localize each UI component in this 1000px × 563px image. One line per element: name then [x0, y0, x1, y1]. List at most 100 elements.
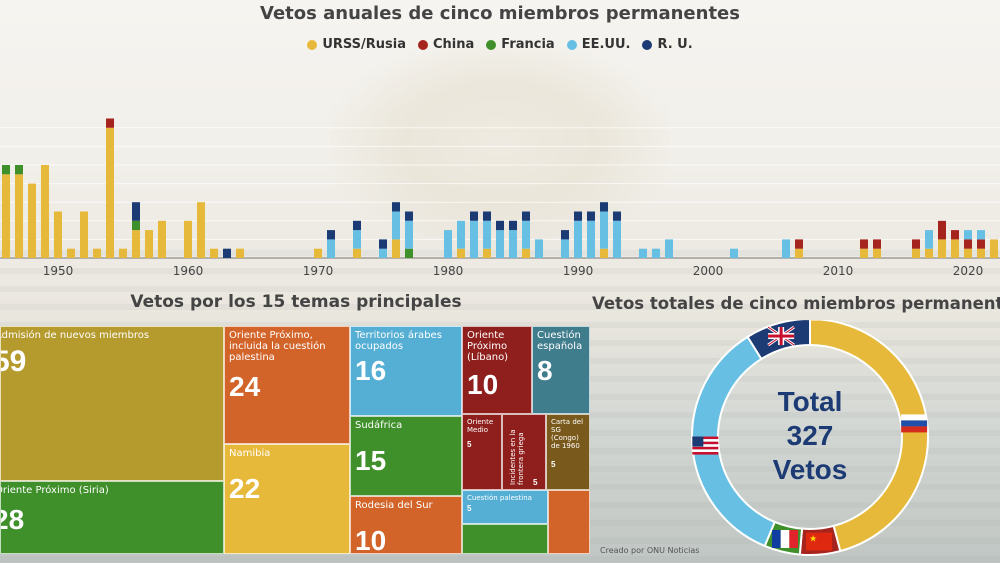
x-tick-label: 1980	[433, 264, 464, 278]
bar-segment	[873, 248, 881, 258]
bar-segment	[522, 248, 530, 258]
bar-segment	[587, 211, 595, 221]
bar-segment	[483, 211, 491, 221]
legend-item: Francia	[486, 37, 555, 52]
treemap-value: 5	[551, 460, 556, 469]
treemap-label: Oriente Próximo, incluida la cuestión pa…	[229, 330, 326, 363]
bar-segment	[379, 248, 387, 258]
legend-swatch	[307, 39, 318, 50]
bar-segment	[860, 239, 868, 249]
treemap-cell: Namibia 22	[224, 444, 350, 554]
treemap-cell: Admisión de nuevos miembros 59	[0, 326, 224, 481]
bar-segment	[483, 220, 491, 249]
bar-segment	[496, 230, 504, 258]
bar-segment	[977, 230, 985, 240]
bar-segment	[2, 174, 10, 258]
bar-segment	[145, 230, 153, 258]
bar-segment	[873, 239, 881, 249]
bar-segment	[93, 248, 101, 258]
bar-segment	[158, 220, 166, 258]
credit-text: Creado por ONU Noticias	[600, 546, 700, 555]
bar-segment	[314, 248, 322, 258]
bar-segment	[535, 239, 543, 258]
treemap-value: 28	[1, 504, 25, 535]
treemap-label: Carta del SG (Congo) de 1960	[551, 418, 584, 450]
bar-segment	[782, 239, 790, 258]
topics-treemap: Admisión de nuevos miembros 59 Oriente Pró…	[0, 326, 590, 554]
donut-center-text: Total	[778, 386, 843, 417]
bar-segment	[2, 165, 10, 175]
bar-segment	[106, 127, 114, 258]
bar-segment	[184, 220, 192, 258]
chart-title-donut: Vetos totales de cinco miembros permanen…	[592, 294, 1000, 313]
bar-segment	[80, 211, 88, 258]
chart-title-annual: Vetos anuales de cinco miembros permanen…	[260, 3, 740, 24]
svg-text:★: ★	[809, 535, 817, 545]
bar-segment	[730, 248, 738, 258]
treemap-cell: Territorios árabes ocupados 16	[350, 326, 462, 416]
bar-segment	[470, 220, 478, 258]
bar-segment	[600, 202, 608, 212]
bar-segment	[353, 248, 361, 258]
bar-segment	[977, 239, 985, 249]
bar-segment	[990, 239, 998, 258]
bar-segment	[392, 239, 400, 258]
bar-segment	[223, 248, 231, 258]
bar-segment	[964, 230, 972, 240]
france-flag-icon	[772, 529, 799, 548]
bar-segment	[132, 220, 140, 231]
bar-segment	[106, 118, 114, 128]
bar-segment	[964, 248, 972, 258]
bar-segment	[795, 248, 803, 258]
bar-segment	[860, 248, 868, 258]
legend-item: URSS/Rusia	[307, 37, 406, 52]
china-flag-icon: ★	[806, 532, 833, 551]
x-tick-label: 1990	[563, 264, 594, 278]
bar-segment	[405, 211, 413, 221]
treemap-label: Incidentes en la frontera griega	[509, 429, 525, 485]
bar-segment	[470, 211, 478, 221]
treemap-label: Namibia	[229, 448, 271, 459]
bar-segment	[925, 230, 933, 249]
treemap-label: Cuestión española	[537, 330, 583, 352]
bar-segment	[912, 239, 920, 249]
bar-segment	[795, 239, 803, 249]
treemap-cell: Oriente Medio 5	[462, 414, 502, 490]
bar-segment	[457, 248, 465, 258]
bar-segment	[327, 230, 335, 240]
bar-segment	[236, 248, 244, 258]
x-tick-label: 2020	[953, 264, 984, 278]
bar-segment	[392, 211, 400, 240]
chart-title-treemap: Vetos por los 15 temas principales	[130, 292, 462, 312]
bar-segment	[639, 248, 647, 258]
legend: URSS/Rusia China Francia EE.UU. R. U.	[0, 37, 1000, 54]
bar-segment	[67, 248, 75, 258]
treemap-value: 59	[1, 345, 27, 378]
bar-segment	[509, 230, 517, 258]
treemap-cell: Oriente Próximo (Siria) 28	[0, 481, 224, 554]
legend-item: China	[418, 37, 474, 52]
legend-item: R. U.	[642, 37, 693, 52]
legend-label: China	[433, 37, 475, 52]
treemap-label: Oriente Medio	[467, 418, 494, 434]
legend-swatch	[486, 39, 497, 50]
bar-segment	[28, 183, 36, 258]
legend-label: Francia	[501, 37, 555, 52]
treemap-label: Cuestión palestina	[467, 494, 532, 502]
x-tick-label: 1950	[43, 264, 74, 278]
treemap-label: Sudáfrica	[355, 420, 403, 431]
bar-segment	[444, 230, 452, 258]
bar-segment	[964, 239, 972, 249]
treemap-value: 5	[533, 478, 538, 487]
legend-swatch	[566, 39, 577, 50]
x-tick-label: 1970	[303, 264, 334, 278]
bar-segment	[600, 248, 608, 258]
bar-segment	[119, 248, 127, 258]
bar-segment	[574, 211, 582, 221]
treemap-label: Oriente Próximo (Siria)	[0, 485, 109, 496]
bar-segment	[457, 220, 465, 249]
treemap-cell: Cuestión palestina 5	[462, 490, 548, 524]
treemap-cell: Rodesia del Sur 10	[350, 496, 462, 554]
bar-segment	[613, 211, 621, 221]
bar-segment	[41, 165, 49, 258]
